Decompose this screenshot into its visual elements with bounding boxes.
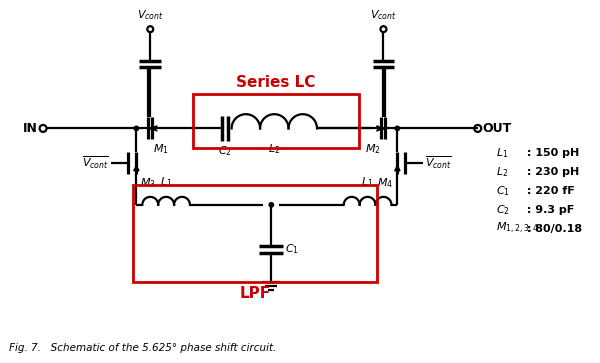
Text: $L_1$: $L_1$ [361, 175, 374, 189]
Text: : 230 pH: : 230 pH [523, 167, 580, 177]
Bar [133, 185, 377, 282]
Text: $M_{1,2,3,4}$: $M_{1,2,3,4}$ [496, 221, 539, 236]
Text: : 80/0.18: : 80/0.18 [523, 224, 583, 234]
Text: Fig. 7.   Schematic of the 5.625° phase shift circuit.: Fig. 7. Schematic of the 5.625° phase sh… [10, 343, 277, 353]
Text: $M_3$: $M_3$ [140, 176, 156, 190]
Text: $M_2$: $M_2$ [365, 142, 380, 156]
Text: $M_4$: $M_4$ [377, 176, 394, 190]
Text: $\overline{V_{cont}}$: $\overline{V_{cont}}$ [82, 155, 109, 171]
Text: $V_{cont}$: $V_{cont}$ [370, 8, 397, 22]
Circle shape [134, 126, 139, 131]
Text: $V_{cont}$: $V_{cont}$ [137, 8, 164, 22]
Text: $L_1$: $L_1$ [160, 175, 172, 189]
Text: $C_1$: $C_1$ [285, 242, 299, 256]
Text: : 9.3 pF: : 9.3 pF [523, 205, 575, 215]
Text: $M_1$: $M_1$ [153, 142, 169, 156]
Circle shape [269, 203, 274, 207]
Text: IN: IN [23, 122, 38, 135]
Bar [193, 94, 359, 148]
Text: LPF: LPF [239, 286, 271, 301]
Text: $\overline{V_{cont}}$: $\overline{V_{cont}}$ [425, 155, 452, 171]
Text: $C_2$: $C_2$ [218, 144, 232, 158]
Text: : 220 fF: : 220 fF [523, 186, 575, 196]
Text: : 150 pH: : 150 pH [523, 148, 580, 158]
Text: $L_2$: $L_2$ [496, 165, 508, 179]
Text: Series LC: Series LC [236, 75, 316, 90]
Text: $L_1$: $L_1$ [496, 146, 508, 160]
Circle shape [395, 126, 400, 131]
Text: $C_2$: $C_2$ [496, 203, 509, 217]
Text: OUT: OUT [483, 122, 512, 135]
Text: $C_1$: $C_1$ [496, 184, 509, 198]
Text: $L_2$: $L_2$ [268, 142, 280, 156]
